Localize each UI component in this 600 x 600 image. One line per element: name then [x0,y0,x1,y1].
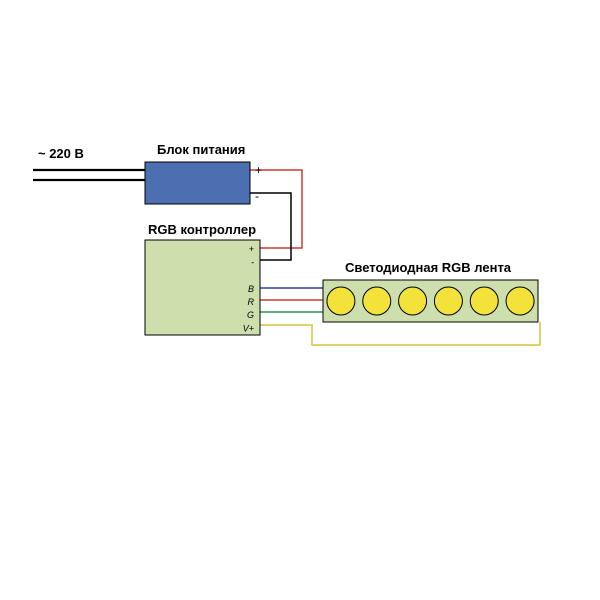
led-circle [399,287,427,315]
svg-text:V+: V+ [243,323,254,333]
svg-text:-: - [251,257,254,267]
power-supply-block [145,162,250,204]
led-circle [470,287,498,315]
wiring-diagram: + - + - BRG V+ [0,0,600,600]
led-circle [363,287,391,315]
led-circle [327,287,355,315]
power-supply-label: Блок питания [157,142,245,157]
led-circle [506,287,534,315]
controller-label: RGB контроллер [148,222,256,237]
ac-input-label: ~ 220 В [38,146,84,161]
svg-text:B: B [248,284,254,294]
svg-text:R: R [248,297,255,307]
svg-text:+: + [255,163,262,177]
svg-text:G: G [247,310,254,320]
led-strip-label: Светодиодная RGB лента [345,260,511,275]
led-circle [434,287,462,315]
svg-text:-: - [255,189,259,203]
svg-text:+: + [249,244,254,254]
rgb-controller-block [145,240,260,335]
